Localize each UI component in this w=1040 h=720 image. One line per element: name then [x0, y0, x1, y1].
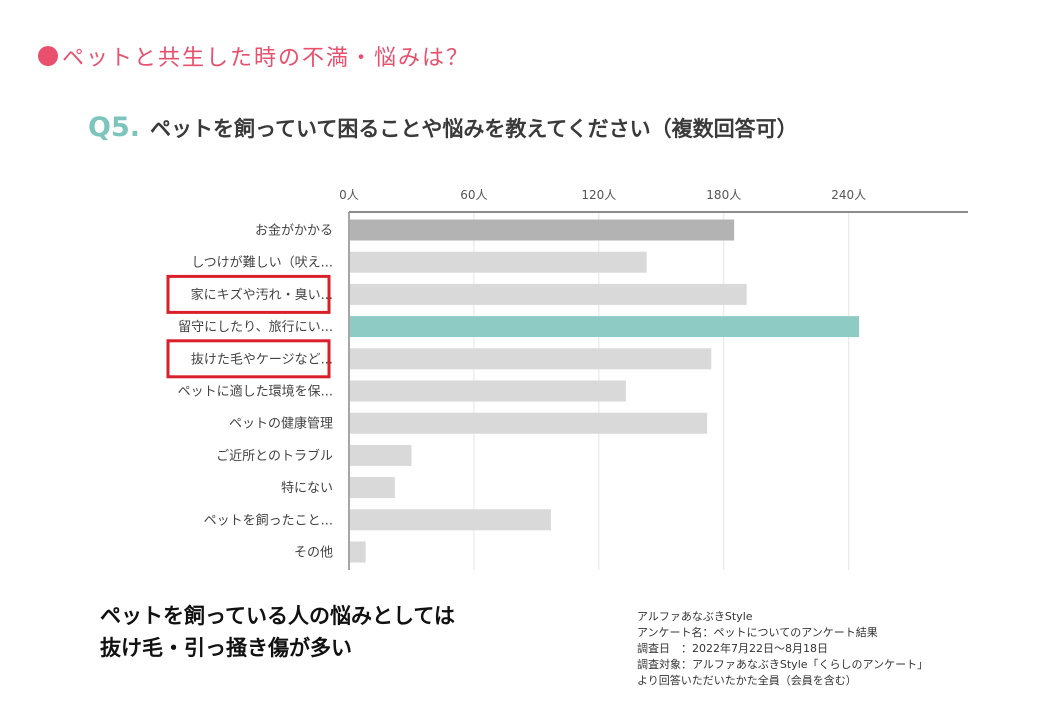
source-line-2: アンケート名：ペットについてのアンケート結果: [637, 626, 878, 639]
bar-5: [350, 380, 626, 402]
bar-6: [350, 412, 708, 434]
conclusion-text: ペットを飼っている人の悩みとしては 抜け毛・引っ掻き傷が多い: [100, 600, 455, 664]
bar-1: [350, 251, 647, 273]
source-line-1: アルファあなぶきStyle: [637, 610, 753, 623]
question-text: ペットを飼っていて困ることや悩みを教えてください（複数回答可）: [150, 117, 798, 141]
bar-10: [350, 541, 366, 563]
x-tick-label-4: 240人: [831, 188, 866, 202]
x-tick-label-1: 60人: [460, 188, 487, 202]
source-line-4: 調査対象：アルファあなぶきStyle「くらしのアンケート」: [637, 658, 929, 671]
category-label-10: その他: [294, 546, 333, 561]
category-label-2: 家にキズや汚れ・臭い...: [191, 287, 333, 303]
category-label-3: 留守にしたり、旅行にい...: [178, 320, 333, 335]
bullet-dot-icon: [38, 46, 58, 66]
bar-9: [350, 509, 551, 531]
bar-3: [350, 316, 860, 338]
bar-4: [350, 348, 712, 370]
category-label-4: 抜けた毛やケージなど...: [191, 351, 333, 367]
slide-title: ペットと共生した時の不満・悩みは？: [62, 46, 471, 71]
category-label-6: ペットの健康管理: [229, 416, 333, 432]
source-line-5: より回答いただいたかた全員（会員を含む）: [637, 674, 857, 687]
bar-0: [350, 219, 735, 241]
question-number: Q5.: [88, 112, 140, 143]
survey-source: アルファあなぶきStyle アンケート名：ペットについてのアンケート結果 調査日…: [637, 609, 928, 689]
category-label-1: しつけが難しい（吠え...: [191, 256, 333, 271]
source-line-3: 調査日 ：2022年7月22日～8月18日: [637, 642, 828, 655]
bar-7: [350, 444, 412, 466]
question-header: Q5. ペットを飼っていて困ることや悩みを教えてください（複数回答可）: [88, 112, 798, 143]
x-tick-label-3: 180人: [706, 188, 741, 202]
x-tick-label-2: 120人: [581, 188, 616, 202]
category-label-5: ペットに適した環境を保...: [178, 384, 333, 400]
bar-2: [350, 283, 747, 305]
highlight-box-2: [166, 274, 331, 314]
category-label-8: 特にない: [281, 481, 333, 496]
slide-heading: ペットと共生した時の不満・悩みは？: [38, 40, 470, 72]
category-label-7: ご近所とのトラブル: [216, 448, 333, 464]
x-tick-label-0: 0人: [339, 188, 359, 202]
category-label-9: ペットを飼ったこと...: [204, 513, 333, 528]
category-label-0: お金がかかる: [255, 223, 333, 239]
conclusion-line-2: 抜け毛・引っ掻き傷が多い: [100, 636, 352, 660]
bar-8: [350, 477, 395, 499]
conclusion-line-1: ペットを飼っている人の悩みとしては: [100, 604, 455, 628]
highlight-box-4: [166, 339, 331, 379]
